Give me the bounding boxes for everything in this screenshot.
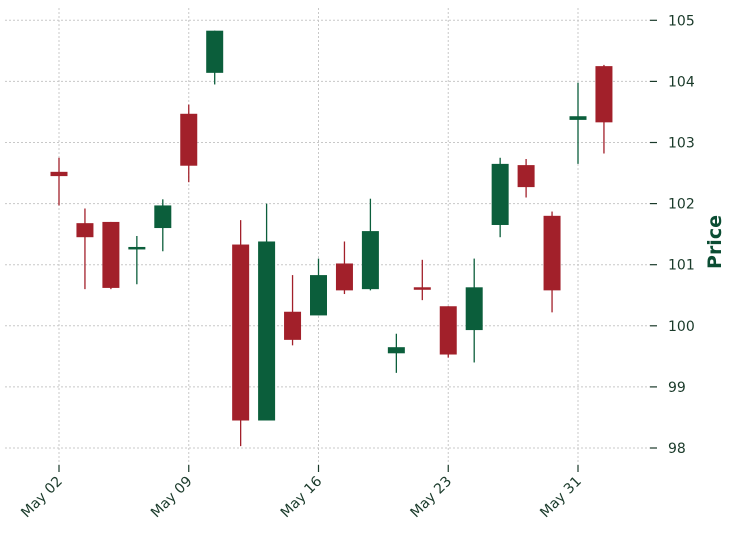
candle-down xyxy=(595,64,613,154)
x-axis: May 02 May 09 May 16 May 23 May 31 xyxy=(18,465,585,521)
candles xyxy=(50,30,613,447)
candle-body xyxy=(491,163,509,225)
y-axis-label: Price xyxy=(704,215,726,269)
candle-body xyxy=(258,241,276,421)
y-tick-label: 99 xyxy=(668,380,686,396)
candle-up xyxy=(387,333,405,373)
candle-up xyxy=(310,258,327,316)
candle-up xyxy=(491,157,509,238)
candle-body xyxy=(206,30,224,73)
y-tick-label: 101 xyxy=(668,258,695,274)
x-tick-label: May 09 xyxy=(148,474,196,522)
candle-body xyxy=(50,171,68,177)
candle-body xyxy=(232,244,250,421)
candle-down xyxy=(50,157,68,206)
candle-body xyxy=(361,231,379,290)
x-tick-label: May 16 xyxy=(278,473,326,521)
y-tick-label: 105 xyxy=(668,13,695,29)
candle-body xyxy=(569,116,587,120)
x-tick-label: May 23 xyxy=(408,474,456,522)
candle-down xyxy=(284,275,302,346)
y-tick-label: 100 xyxy=(668,319,695,335)
candle-body xyxy=(595,66,613,123)
candle-down xyxy=(232,220,250,447)
candle-down xyxy=(517,158,535,198)
candle-body xyxy=(102,221,120,288)
candle-down xyxy=(543,211,561,313)
candle-down xyxy=(413,259,431,301)
candle-body xyxy=(128,246,146,250)
grid xyxy=(5,8,650,465)
candle-body xyxy=(465,287,483,331)
candle-down xyxy=(180,104,198,183)
candle-body xyxy=(284,311,302,340)
candle-body xyxy=(180,113,198,166)
candle-body xyxy=(543,215,561,291)
candle-body xyxy=(387,347,405,354)
candle-body xyxy=(335,263,353,291)
y-tick-label: 102 xyxy=(668,197,695,213)
y-tick-label: 103 xyxy=(668,136,695,152)
candle-down xyxy=(335,241,353,295)
candle-body xyxy=(517,165,535,188)
candle-body xyxy=(310,275,327,316)
candle-up xyxy=(465,258,483,363)
candle-body xyxy=(154,205,172,229)
x-tick-label: May 31 xyxy=(537,474,585,522)
candle-up xyxy=(569,82,587,164)
candle-up xyxy=(154,199,172,252)
candle-up xyxy=(206,30,224,85)
candle-up xyxy=(258,203,276,421)
candle-body xyxy=(413,287,431,290)
candle-body xyxy=(439,306,457,355)
candle-body xyxy=(76,223,94,238)
y-axis: 98 99 100 101 102 103 104 105 xyxy=(650,13,695,457)
y-tick-label: 104 xyxy=(668,74,695,90)
x-tick-label: May 02 xyxy=(18,474,66,522)
candle-down xyxy=(102,221,120,290)
y-tick-label: 98 xyxy=(668,441,686,457)
candle-up xyxy=(361,198,379,291)
candle-down xyxy=(76,208,94,290)
candle-up xyxy=(128,235,146,285)
candle-down xyxy=(439,306,457,358)
